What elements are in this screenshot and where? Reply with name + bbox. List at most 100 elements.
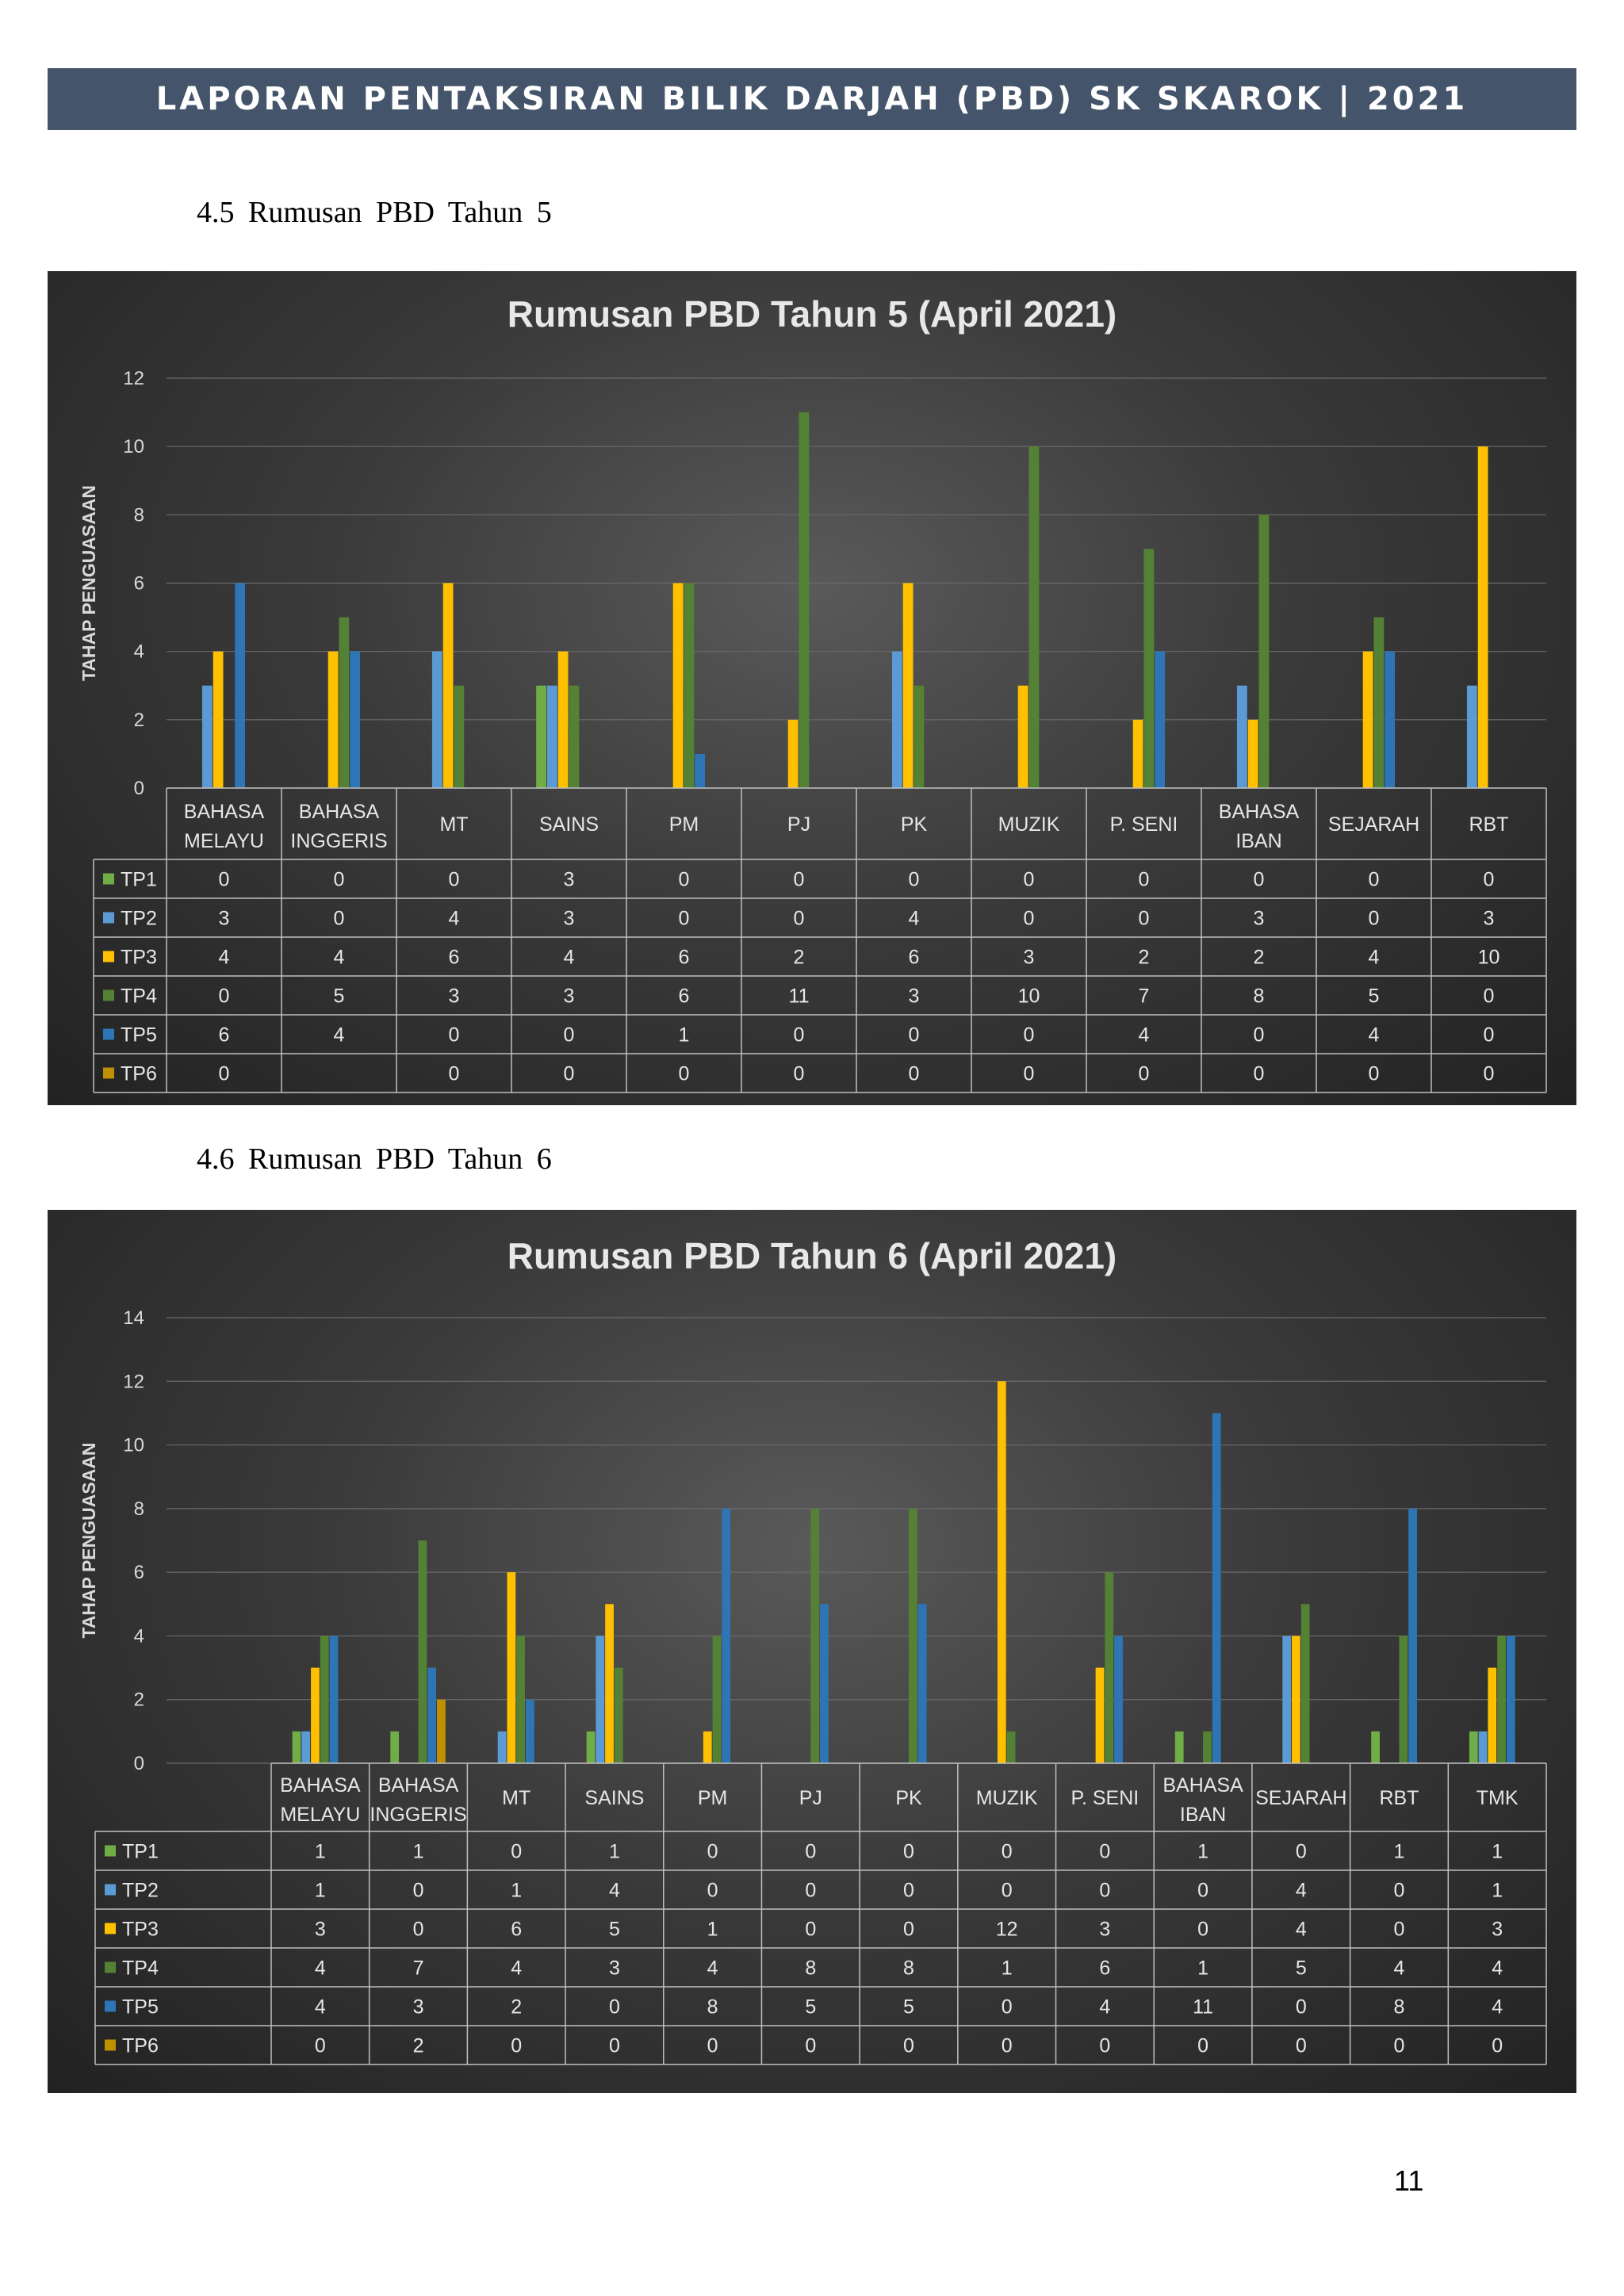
data-label-tp3: 6: [679, 947, 690, 969]
bar-tp3-sains: [557, 651, 569, 788]
page-number: 11: [1394, 2164, 1424, 2197]
data-label-tp6: 0: [315, 2035, 326, 2057]
bar-tp4-tmk: [1497, 1636, 1506, 1763]
data-label-tp1: 0: [1002, 1841, 1013, 1863]
bar-tp3-mt: [442, 583, 454, 788]
legend-label-tp3: TP3: [121, 947, 157, 969]
bar-tp5-pm: [695, 753, 706, 788]
data-label-tp3: 1: [707, 1919, 718, 1941]
data-label-tp1: 0: [219, 869, 230, 891]
data-label-tp4: 8: [903, 1957, 914, 1980]
bar-tp3-sejarah: [1292, 1636, 1300, 1763]
bar-tp4-bahasa-inggeris: [418, 1540, 427, 1763]
legend-label-tp1: TP1: [122, 1841, 159, 1863]
bar-tp4-pj: [810, 1508, 820, 1763]
category-label: P. SENI: [1110, 813, 1178, 836]
data-label-tp1: 1: [315, 1841, 326, 1863]
bar-tp4-bahasa-melayu: [320, 1636, 329, 1763]
legend-label-tp4: TP4: [121, 985, 157, 1008]
y-axis-label: TAHAP PENGUASAAN: [79, 1442, 99, 1638]
data-label-tp6: 0: [1024, 1063, 1035, 1085]
data-label-tp6: 0: [794, 1063, 805, 1085]
data-label-tp4: 5: [1369, 985, 1380, 1008]
bar-tp5-pm: [722, 1508, 731, 1763]
chart-tahun-6-svg: Rumusan PBD Tahun 6 (April 2021) TAHAP PE…: [79, 1235, 1547, 2065]
bar-tp4-p-seni: [1143, 549, 1155, 788]
bar-tp3-bahasa-inggeris: [327, 651, 339, 788]
category-label: TMK: [1477, 1787, 1519, 1809]
data-label-tp3: 0: [805, 1919, 816, 1941]
bar-tp2-bahasa-melayu: [201, 685, 213, 788]
data-label-tp4: 4: [315, 1957, 326, 1980]
bar-tp3-mt: [507, 1572, 516, 1763]
data-label-tp2: 3: [219, 908, 230, 930]
bar-tp2-sains: [546, 685, 557, 788]
data-label-tp5: 5: [805, 1996, 816, 2019]
data-label-tp2: 4: [909, 908, 920, 930]
data-label-tp2: 4: [1296, 1880, 1307, 1902]
data-label-tp1: 0: [449, 869, 460, 891]
data-label-tp5: 0: [1254, 1024, 1265, 1047]
data-label-tp2: 0: [1002, 1880, 1013, 1902]
category-label: PM: [669, 813, 699, 836]
category-label: PK: [895, 1787, 922, 1809]
data-label-tp1: 0: [511, 1841, 522, 1863]
category-label: RBT: [1469, 813, 1509, 836]
category-label: RBT: [1379, 1787, 1419, 1809]
data-label-tp5: 4: [1099, 1996, 1110, 2019]
data-label-tp4: 6: [1099, 1957, 1110, 1980]
bar-tp3-tmk: [1488, 1667, 1497, 1763]
data-label-tp1: 0: [679, 869, 690, 891]
data-label-tp4: 4: [1492, 1957, 1503, 1980]
data-label-tp4: 1: [1197, 1957, 1208, 1980]
data-label-tp1: 0: [334, 869, 345, 891]
y-tick-label: 10: [123, 436, 144, 457]
category-label: INGGERIS: [370, 1804, 466, 1826]
data-label-tp1: 0: [1369, 869, 1380, 891]
data-label-tp6: 0: [1492, 2035, 1503, 2057]
data-label-tp2: 0: [1197, 1880, 1208, 1902]
data-label-tp2: 0: [794, 908, 805, 930]
data-label-tp6: 0: [1254, 1063, 1265, 1085]
y-axis-label: TAHAP PENGUASAAN: [79, 485, 99, 681]
bar-tp5-pj: [820, 1604, 829, 1763]
y-tick-label: 0: [134, 778, 144, 799]
legend-label-tp2: TP2: [122, 1880, 159, 1902]
legend-key-tp5: [105, 2000, 116, 2012]
category-label: SAINS: [584, 1787, 644, 1809]
legend-key-tp1: [103, 873, 114, 885]
category-label: PJ: [787, 813, 810, 836]
bar-tp2-sains: [596, 1636, 605, 1763]
legend-key-tp4: [105, 1961, 116, 1973]
data-label-tp1: 0: [1296, 1841, 1307, 1863]
data-label-tp3: 0: [903, 1919, 914, 1941]
category-label: SAINS: [539, 813, 599, 836]
data-label-tp2: 0: [334, 908, 345, 930]
data-label-tp4: 4: [1394, 1957, 1405, 1980]
bar-tp4-pj: [799, 412, 810, 788]
bar-tp4-sejarah: [1300, 1604, 1310, 1763]
data-label-tp4: 3: [449, 985, 460, 1008]
bar-tp4-bahasa-inggeris: [339, 617, 350, 788]
data-label-tp2: 0: [903, 1880, 914, 1902]
data-label-tp3: 2: [1139, 947, 1150, 969]
data-label-tp6: 0: [909, 1063, 920, 1085]
data-label-tp4: 0: [219, 985, 230, 1008]
bar-tp4-mt: [454, 685, 465, 788]
category-label: SEJARAH: [1255, 1787, 1346, 1809]
legend-key-tp5: [103, 1028, 114, 1040]
data-label-tp5: 3: [413, 1996, 424, 2019]
data-label-tp5: 0: [609, 1996, 620, 2019]
data-label-tp1: 0: [903, 1841, 914, 1863]
data-label-tp3: 10: [1478, 947, 1500, 969]
data-label-tp2: 0: [679, 908, 690, 930]
bar-tp1-bahasa-iban: [1174, 1731, 1184, 1763]
data-label-tp6: 0: [1099, 2035, 1110, 2057]
bar-tp4-sains: [614, 1667, 623, 1763]
bar-tp4-sains: [569, 685, 580, 788]
data-label-tp1: 1: [1394, 1841, 1405, 1863]
legend-key-tp2: [103, 912, 114, 924]
bar-tp5-bahasa-inggeris: [350, 651, 361, 788]
bar-tp3-muzik: [1017, 685, 1028, 788]
data-label-tp5: 4: [334, 1024, 345, 1047]
